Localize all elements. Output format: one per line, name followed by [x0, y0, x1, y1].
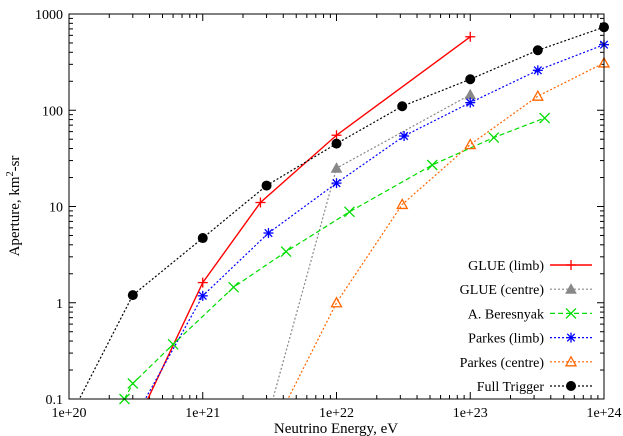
data-point [263, 228, 274, 239]
data-point [197, 233, 208, 244]
data-point [465, 31, 476, 42]
x-tick-label: 1e+22 [319, 406, 354, 421]
data-point [330, 162, 343, 173]
series-line [287, 62, 604, 399]
data-point [396, 198, 409, 210]
data-point [167, 338, 179, 350]
series-lines [78, 26, 604, 399]
y-tick-label: 0.1 [46, 393, 64, 408]
data-point [488, 132, 500, 144]
data-point [397, 101, 408, 112]
legend-marker [565, 307, 577, 319]
data-point [464, 138, 477, 150]
data-point [261, 180, 272, 191]
series-markers [119, 22, 611, 405]
x-tick-labels: 1e+20 1e+21 1e+22 1e+23 1e+24 [51, 406, 621, 421]
data-point [331, 130, 342, 141]
legend-marker [566, 332, 576, 343]
data-point [539, 112, 551, 124]
legend-label: GLUE (centre) [460, 283, 545, 298]
data-point [465, 97, 476, 108]
data-point [127, 378, 139, 389]
data-point [330, 296, 343, 308]
series-line [144, 44, 604, 399]
series-line [147, 36, 471, 399]
data-point [197, 277, 208, 288]
data-point [532, 65, 543, 76]
x-tick-label: 1e+24 [586, 406, 621, 421]
y-tick-label: 10 [49, 201, 63, 216]
data-point [465, 74, 476, 85]
y-tick-label: 1 [56, 297, 63, 312]
plot-frame [68, 13, 605, 400]
y-axis-title: Aperture, km2-sr [5, 156, 23, 257]
legend-label: Parkes (centre) [460, 356, 545, 371]
data-point [331, 138, 342, 149]
x-axis-title: Neutrino Energy, eV [274, 421, 398, 436]
data-point [531, 89, 544, 101]
data-point [280, 246, 292, 258]
series-line [272, 94, 471, 399]
x-tick-label: 1e+23 [453, 406, 488, 421]
data-point [197, 290, 208, 301]
data-point [464, 88, 477, 100]
data-point [331, 178, 342, 189]
legend-marker [564, 355, 578, 367]
data-point [532, 45, 543, 56]
y-tick-label: 100 [42, 104, 63, 119]
y-tick-labels: 0.1 1 10 100 1000 [35, 8, 63, 408]
data-point [399, 131, 410, 142]
data-point [127, 290, 138, 301]
data-point [426, 159, 438, 171]
legend: GLUE (limb) GLUE (centre) A. Beresnyak Park… [460, 259, 592, 395]
x-tick-label: 1e+20 [51, 406, 86, 421]
data-point [255, 197, 266, 208]
legend-label: Full Trigger [477, 380, 545, 395]
data-point [228, 281, 240, 293]
legend-marker [566, 381, 576, 391]
legend-label: Parkes (limb) [468, 332, 544, 347]
legend-label: A. Beresnyak [468, 307, 544, 322]
legend-marker [565, 283, 577, 294]
x-tick-label: 1e+21 [185, 406, 220, 421]
y-tick-label: 1000 [35, 8, 63, 23]
data-point [344, 206, 355, 218]
legend-label: GLUE (limb) [468, 259, 544, 274]
legend-marker [566, 260, 576, 270]
